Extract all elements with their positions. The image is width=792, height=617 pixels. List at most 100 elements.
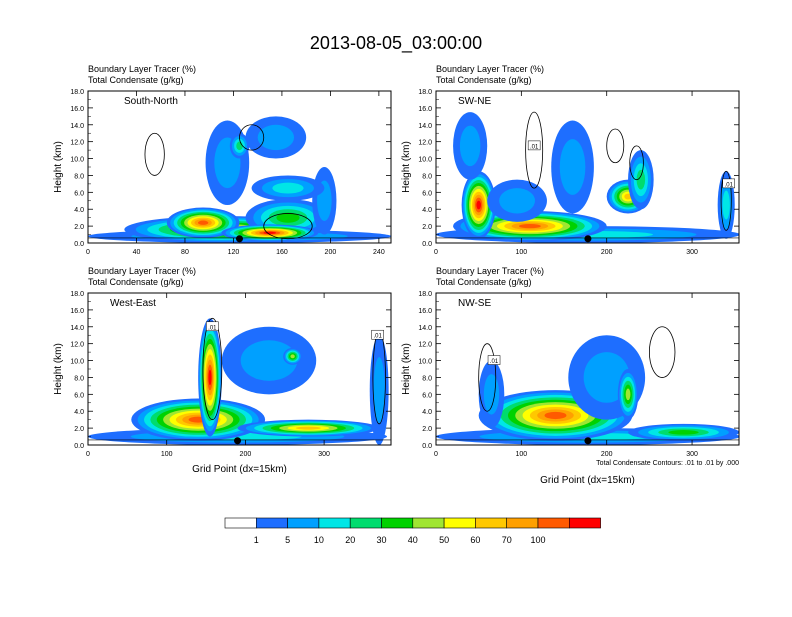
panel-subtitle-condensate: Total Condensate (g/kg) — [88, 75, 184, 85]
tracer-shade-7-level-2 — [373, 357, 385, 424]
contour-label: .01 — [725, 182, 734, 188]
colorbar-swatch-10 — [537, 517, 570, 529]
colorbar-label: 100 — [530, 535, 545, 545]
colorbar-swatch-1 — [255, 517, 288, 529]
y-tick-label: 4.0 — [422, 409, 432, 416]
figure-title: 2013-08-05_03:00:00 — [310, 33, 482, 54]
y-tick-label: 0.0 — [74, 443, 84, 450]
colorbar-label: 30 — [376, 535, 386, 545]
tracer-shade-6-level-8 — [295, 426, 321, 430]
tracer-shade-4-level-5 — [276, 212, 300, 223]
tracer-shade-4-level-2 — [240, 340, 298, 381]
y-tick-label: 2.0 — [74, 426, 84, 433]
x-tick-label: 40 — [133, 249, 141, 256]
y-tick-label: 18.0 — [418, 291, 432, 298]
x-tick-label: 120 — [228, 249, 240, 256]
condensate-contour — [720, 170, 732, 231]
panels: Boundary Layer Tracer (%)Total Condensat… — [53, 64, 740, 486]
y-axis-label: Height (km) — [53, 343, 64, 395]
tracer-shade-8-level-4 — [236, 141, 243, 151]
colorbar-swatch-0 — [224, 517, 257, 529]
x-tick-label: 0 — [86, 249, 90, 256]
x-tick-label: 80 — [181, 249, 189, 256]
colorbar-swatch-5 — [381, 517, 414, 529]
location-marker — [584, 437, 592, 445]
y-tick-label: 12.0 — [418, 140, 432, 147]
panel-3: Boundary Layer Tracer (%)Total Condensat… — [53, 266, 392, 475]
y-tick-label: 8.0 — [74, 375, 84, 382]
panel-subtitle-tracer: Boundary Layer Tracer (%) — [88, 64, 196, 74]
contour-label-box — [722, 178, 736, 189]
colorbar-swatch-8 — [475, 517, 507, 529]
x-tick-label: 300 — [686, 249, 698, 256]
y-tick-label: 10.0 — [418, 359, 432, 366]
y-tick-label: 6.0 — [422, 190, 432, 197]
tracer-field — [88, 116, 391, 243]
y-tick-label: 10.0 — [70, 359, 84, 366]
y-tick-label: 8.0 — [74, 173, 84, 180]
y-tick-label: 6.0 — [422, 392, 432, 399]
tracer-shade-3-level-10 — [197, 220, 209, 225]
colorbar-label: 50 — [439, 535, 449, 545]
y-tick-label: 10.0 — [418, 157, 432, 164]
y-tick-label: 16.0 — [70, 308, 84, 315]
x-tick-label: 200 — [601, 249, 613, 256]
y-tick-label: 4.0 — [74, 409, 84, 416]
y-tick-label: 4.0 — [74, 207, 84, 214]
y-tick-label: 12.0 — [70, 342, 84, 349]
contour-label: .01 — [208, 325, 217, 331]
y-tick-label: 12.0 — [70, 140, 84, 147]
colorbar-label: 40 — [408, 535, 418, 545]
x-tick-label: 240 — [373, 249, 385, 256]
y-tick-label: 14.0 — [70, 123, 84, 130]
panel-1: Boundary Layer Tracer (%)Total Condensat… — [53, 64, 392, 256]
y-tick-label: 14.0 — [418, 325, 432, 332]
y-axis-label: Height (km) — [53, 141, 64, 193]
location-marker — [236, 235, 243, 243]
y-axis-label: Height (km) — [401, 141, 412, 193]
tracer-shade-8-level-4 — [636, 169, 646, 190]
y-tick-label: 4.0 — [422, 207, 432, 214]
x-tick-label: 0 — [434, 249, 438, 256]
y-tick-label: 6.0 — [74, 190, 84, 197]
contour-footnote: Total Condensate Contours: .01 to .01 by… — [596, 460, 739, 467]
panel-4: Boundary Layer Tracer (%) Total Condensat… — [401, 266, 740, 486]
panel-subtitle-condensate: Total Condensate (g/kg) — [436, 75, 532, 85]
y-tick-label: 14.0 — [70, 325, 84, 332]
y-tick-label: 16.0 — [70, 106, 84, 113]
y-tick-label: 0.0 — [422, 241, 432, 248]
tracer-shade-5-level-2 — [499, 188, 536, 214]
colorbar-swatch-2 — [287, 517, 320, 529]
y-tick-label: 2.0 — [422, 426, 432, 433]
contour-label: .01 — [373, 334, 382, 340]
x-tick-label: 0 — [86, 451, 90, 458]
y-tick-label: 6.0 — [74, 392, 84, 399]
tracer-shade-4-level-2 — [459, 125, 481, 167]
tracer-field — [436, 112, 739, 243]
y-axis-label: Height (km) — [401, 343, 412, 395]
colorbar-swatch-9 — [506, 517, 539, 529]
colorbar-swatch-4 — [349, 517, 382, 529]
tracer-shade-2-level-10 — [544, 411, 567, 420]
x-tick-label: 200 — [240, 451, 252, 458]
tracer-field — [436, 335, 739, 445]
x-tick-label: 300 — [686, 451, 698, 458]
y-tick-label: 0.0 — [422, 443, 432, 450]
y-tick-label: 14.0 — [418, 123, 432, 130]
colorbar-swatch-3 — [318, 517, 351, 529]
colorbar-label: 1 — [254, 535, 259, 545]
panel-label: SW-NE — [458, 96, 491, 107]
colorbar-label: 10 — [314, 535, 324, 545]
y-tick-label: 10.0 — [70, 157, 84, 164]
y-tick-label: 8.0 — [422, 375, 432, 382]
colorbar-label: 5 — [285, 535, 290, 545]
panel-subtitle-tracer: Boundary Layer Tracer (%) — [436, 266, 544, 276]
colorbar: 1 5 10 20 30 40 50 60 70 100 — [224, 517, 601, 545]
x-tick-label: 200 — [325, 249, 337, 256]
location-marker — [584, 235, 592, 243]
colorbar-swatch-7 — [443, 517, 476, 529]
contour-label: .01 — [530, 144, 539, 150]
contour-label-box — [487, 355, 501, 365]
